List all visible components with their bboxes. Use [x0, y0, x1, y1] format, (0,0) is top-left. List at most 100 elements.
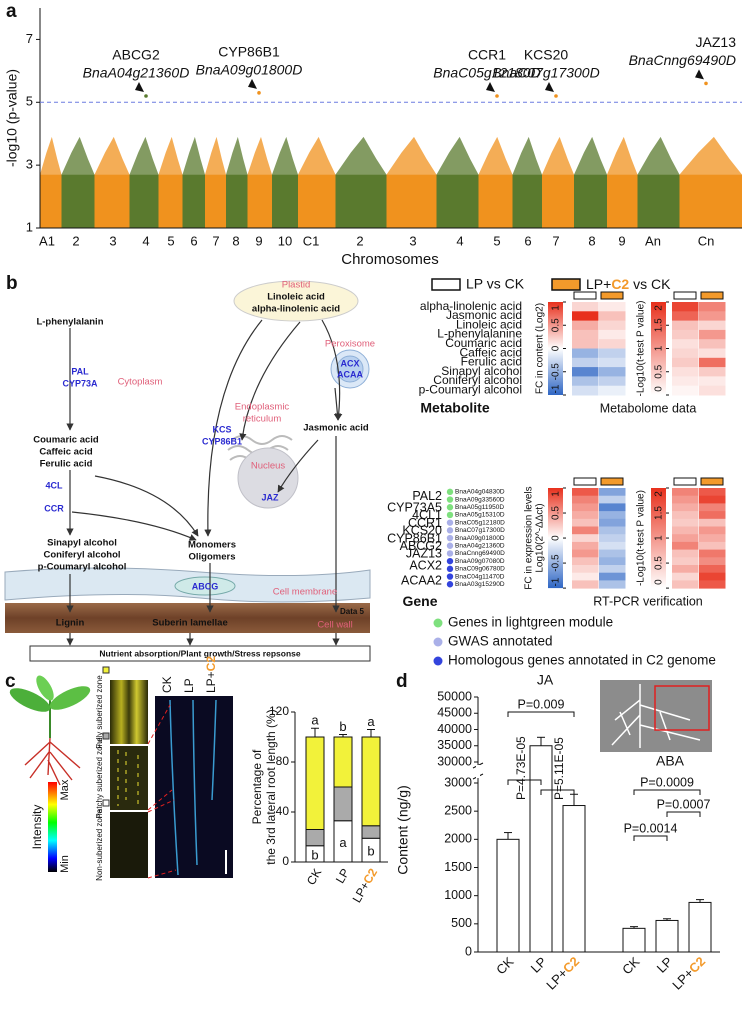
heat-cell: [599, 488, 626, 497]
heat-cell: [572, 495, 599, 504]
row-label: Coniferyl alcohol: [433, 373, 522, 387]
heat-cell: [672, 329, 699, 340]
y-tick-label: 2500: [444, 803, 472, 817]
heat-cell: [672, 557, 699, 566]
chromosome-band: [574, 174, 607, 228]
root-label: LP: [182, 678, 196, 693]
row-label: alpha-linolenic acid: [420, 299, 522, 313]
gene-id: BnaA05g15310D: [455, 512, 505, 519]
root-label: LP+C2: [204, 656, 218, 693]
heat-cell: [599, 329, 626, 340]
heat-cell: [699, 329, 726, 340]
row-label: Jasmonic acid: [446, 308, 522, 322]
heat-cell: [599, 367, 626, 377]
note: Data 5: [340, 607, 365, 616]
column-header: [700, 291, 724, 300]
legend-label: Genes in lightgreen module: [448, 615, 613, 630]
heat-cell: [672, 518, 699, 527]
chromosome-band: [542, 174, 574, 228]
comparison-bracket: [633, 789, 701, 795]
row-dot: [446, 565, 454, 573]
metabolite-label: alpha-linolenic acid: [252, 304, 340, 315]
row-dot: [446, 504, 454, 511]
heat-cell: [572, 385, 599, 396]
gene-label: CYP86B1: [387, 531, 442, 545]
heat-cell: [599, 534, 626, 543]
heat-cell: [672, 339, 699, 349]
zone-swatch: [102, 799, 110, 807]
y-tick-label: 500: [451, 916, 472, 930]
heat-cell: [599, 549, 626, 558]
compartment-label: Cell membrane: [273, 587, 337, 598]
colorbar-label: -0.5: [551, 554, 562, 572]
comparison-bracket: [633, 835, 668, 841]
heat-cell: [699, 526, 726, 535]
heat-cell: [672, 534, 699, 543]
compartment-label: Peroxisome: [325, 339, 375, 350]
bar-segment: [305, 829, 325, 847]
y-tick-label: 1000: [444, 888, 472, 902]
chromosome-band: [512, 174, 542, 228]
heat-cell: [572, 518, 599, 527]
heat-cell: [699, 565, 726, 574]
heat-cell: [699, 357, 726, 368]
heat-cell: [699, 572, 726, 581]
significance-letter: b: [339, 719, 346, 734]
heat-cell: [599, 526, 626, 535]
gene-symbol: ABCG2: [112, 47, 160, 63]
x-tick-label: 4: [142, 233, 149, 248]
y-tick-label: 120: [269, 704, 289, 718]
heatmap-title: Metabolite: [420, 400, 489, 416]
gene-id: BnaC07g17300D: [455, 527, 505, 534]
heat-cell: [599, 320, 626, 331]
y-axis-label: -log10 (p-value): [4, 69, 20, 167]
chromosome-band: [607, 136, 638, 175]
root-label-part: LP+: [204, 671, 218, 693]
transporter-label: ABCG: [192, 581, 219, 591]
gene-id: BnaA05g11950D: [455, 504, 504, 511]
bar: [655, 919, 679, 953]
p-value-label: P=5.11E-05: [552, 737, 566, 800]
p-value-label: P=0.0014: [624, 821, 678, 835]
metabolite-label: Ferulic acid: [40, 459, 93, 470]
x-tick-label: 10: [278, 233, 292, 248]
group-label: JA: [537, 672, 554, 688]
legend-label-part: C2: [611, 276, 629, 292]
chromosome-band: [158, 174, 183, 228]
heat-cell: [672, 503, 699, 512]
heat-cell: [699, 348, 726, 359]
row-label: p-Coumaryl alcohol: [419, 383, 522, 397]
x-tick-label-part: C2: [361, 866, 381, 887]
column-header: [673, 291, 697, 300]
gene-id: BnaA04g21360D: [83, 65, 190, 81]
legend-label: GWAS annotated: [448, 634, 553, 649]
legend-label: Homologous genes annotated in C2 genome: [448, 653, 716, 668]
colorbar-label: 0.5: [551, 506, 562, 520]
heat-cell: [599, 495, 626, 504]
y-tick-label: 0: [465, 944, 472, 958]
gene-symbol: KCS20: [524, 47, 569, 63]
metabolite-label: Sinapyl alcohol: [47, 538, 117, 549]
heat-cell: [699, 495, 726, 504]
heat-cell: [599, 302, 626, 312]
y-tick-label: 40: [276, 804, 290, 818]
row-dot: [446, 550, 454, 557]
colorbar-label: 1.5: [654, 506, 665, 520]
gene-label: JAZ13: [406, 547, 442, 561]
enzyme-label: CYP73A: [62, 378, 98, 388]
heat-cell: [699, 549, 726, 558]
metabolite-label: Coniferyl alcohol: [43, 550, 120, 561]
heat-cell: [572, 348, 599, 359]
heat-cell: [672, 495, 699, 504]
compartment-label: Cell wall: [317, 620, 352, 631]
colorbar-label: -0.5: [551, 363, 562, 381]
y-tick-label: 1500: [444, 860, 472, 874]
y-tick-label: 50000: [437, 689, 472, 703]
peak-point: [257, 91, 261, 95]
heat-cell: [672, 572, 699, 581]
peak-arrow: [248, 78, 257, 89]
x-tick-label: 8: [588, 233, 595, 248]
row-dot: [446, 581, 454, 588]
heat-cell: [699, 302, 726, 312]
x-tick-label: Cn: [698, 233, 715, 248]
